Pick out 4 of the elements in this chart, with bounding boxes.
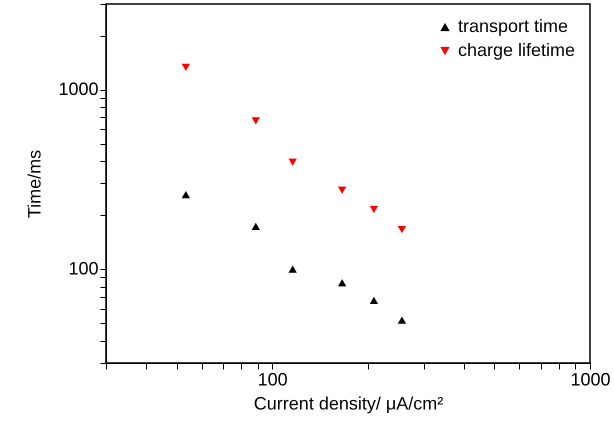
legend-label: transport time [458,16,568,36]
x-axis-title: Current density/ μA/cm² [254,394,444,414]
legend-label: charge lifetime [458,40,576,60]
y-axis-title: Time/ms [24,150,44,218]
